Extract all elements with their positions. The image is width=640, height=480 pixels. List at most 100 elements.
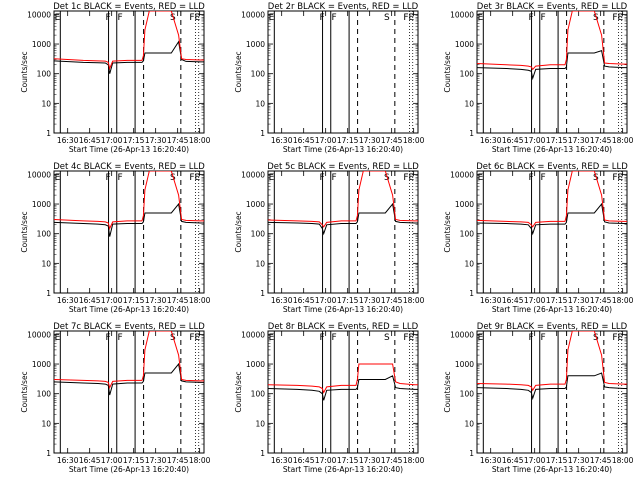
x-tick-label: 17:45 bbox=[167, 296, 189, 305]
x-tick-label: 17:30 bbox=[145, 456, 167, 465]
chart-title: Det 4c BLACK = Events, RED = LLD bbox=[53, 162, 205, 172]
x-tick-label: 18:00 bbox=[403, 456, 425, 465]
x-axis-label: Start Time (26-Apr-13 16:20:40) bbox=[69, 465, 189, 474]
y-tick-label: 1 bbox=[46, 129, 51, 138]
event-label: F bbox=[106, 13, 111, 23]
chart-panel-3: Det 3r BLACK = Events, RED = LLD 1 10 100 10… bbox=[443, 2, 634, 154]
event-label: F bbox=[529, 13, 534, 23]
plot-frame bbox=[267, 170, 419, 294]
event-label: FE bbox=[612, 333, 623, 343]
event-label: E bbox=[55, 333, 61, 343]
x-tick-label: 16:30 bbox=[271, 136, 293, 145]
y-axis-label: Counts/sec bbox=[234, 211, 243, 252]
event-label: F bbox=[529, 333, 534, 343]
chart-panel-2: Det 2r BLACK = Events, RED = LLD 1 10 100 10… bbox=[234, 2, 425, 154]
event-label: F bbox=[118, 173, 123, 183]
y-tick-label: 1000 bbox=[246, 200, 265, 209]
event-label: F bbox=[320, 333, 325, 343]
plot-frame bbox=[476, 170, 628, 294]
y-tick-label: 100 bbox=[37, 70, 52, 79]
x-tick-label: 17:15 bbox=[546, 296, 568, 305]
x-tick-label: 16:30 bbox=[480, 296, 502, 305]
x-tick-label: 16:45 bbox=[79, 296, 101, 305]
event-label: F bbox=[529, 173, 534, 183]
x-tick-label: 17:45 bbox=[590, 296, 612, 305]
series-line-events bbox=[477, 49, 627, 81]
x-tick-label: 17:30 bbox=[568, 136, 590, 145]
y-tick-label: 1 bbox=[469, 289, 474, 298]
x-tick-label: 17:00 bbox=[315, 136, 337, 145]
x-tick-label: 17:45 bbox=[381, 456, 403, 465]
x-tick-label: 17:00 bbox=[101, 296, 123, 305]
x-tick-label: 18:00 bbox=[403, 296, 425, 305]
event-label: FE bbox=[403, 333, 414, 343]
plot-frame bbox=[267, 330, 419, 454]
y-axis-label: Counts/sec bbox=[443, 51, 452, 92]
x-tick-label: 18:00 bbox=[612, 456, 634, 465]
event-label: F bbox=[320, 173, 325, 183]
x-tick-label: 17:15 bbox=[337, 136, 359, 145]
x-tick-label: 18:00 bbox=[612, 296, 634, 305]
x-tick-label: 16:30 bbox=[57, 296, 79, 305]
series-line-events bbox=[54, 362, 204, 396]
series-line-lld bbox=[477, 171, 627, 228]
x-tick-label: 17:00 bbox=[315, 456, 337, 465]
event-label: E bbox=[478, 333, 484, 343]
x-tick-label: 16:45 bbox=[502, 456, 524, 465]
event-label: S bbox=[384, 333, 390, 343]
chart-title: Det 7c BLACK = Events, RED = LLD bbox=[53, 322, 205, 332]
chart-title: Det 5c BLACK = Events, RED = LLD bbox=[267, 162, 419, 172]
chart-title: Det 8r BLACK = Events, RED = LLD bbox=[268, 322, 419, 332]
y-tick-label: 10 bbox=[41, 99, 51, 108]
x-tick-label: 17:30 bbox=[359, 136, 381, 145]
y-tick-label: 1 bbox=[260, 129, 265, 138]
x-tick-label: 17:30 bbox=[359, 456, 381, 465]
x-tick-label: 17:00 bbox=[524, 456, 546, 465]
x-tick-label: 16:30 bbox=[57, 456, 79, 465]
x-tick-label: 18:00 bbox=[189, 296, 211, 305]
event-label: E bbox=[55, 173, 61, 183]
x-tick-label: 17:00 bbox=[524, 136, 546, 145]
event-label: FE bbox=[612, 13, 623, 23]
x-tick-label: 17:15 bbox=[546, 456, 568, 465]
x-tick-label: 17:15 bbox=[123, 456, 145, 465]
event-label: FE bbox=[403, 13, 414, 23]
event-label: E bbox=[269, 333, 275, 343]
x-tick-label: 17:45 bbox=[167, 456, 189, 465]
x-tick-label: 16:45 bbox=[79, 136, 101, 145]
event-label: F bbox=[332, 173, 337, 183]
event-label: F bbox=[118, 333, 123, 343]
y-axis-label: Counts/sec bbox=[20, 211, 29, 252]
y-axis-label: Counts/sec bbox=[443, 211, 452, 252]
y-tick-label: 100 bbox=[460, 390, 475, 399]
plot-frame bbox=[476, 330, 628, 454]
y-tick-label: 10000 bbox=[27, 330, 51, 339]
event-label: F bbox=[541, 173, 546, 183]
event-label: FE bbox=[189, 13, 200, 23]
series-line-events bbox=[477, 202, 627, 236]
chart-panel-7: Det 7c BLACK = Events, RED = LLD 1 10 100 10… bbox=[20, 322, 211, 474]
series-line-lld bbox=[54, 171, 204, 231]
plot-frame bbox=[53, 330, 205, 454]
chart-title: Det 2r BLACK = Events, RED = LLD bbox=[268, 2, 419, 12]
x-tick-label: 16:45 bbox=[293, 456, 315, 465]
y-tick-label: 10000 bbox=[241, 10, 265, 19]
y-tick-label: 1 bbox=[46, 449, 51, 458]
x-tick-label: 18:00 bbox=[189, 456, 211, 465]
y-tick-label: 10 bbox=[464, 419, 474, 428]
y-tick-label: 100 bbox=[37, 390, 52, 399]
series-line-events bbox=[477, 372, 627, 401]
event-label: FE bbox=[403, 173, 414, 183]
y-tick-label: 10 bbox=[41, 419, 51, 428]
x-tick-label: 17:15 bbox=[337, 456, 359, 465]
y-tick-label: 10 bbox=[255, 259, 265, 268]
event-label: F bbox=[332, 333, 337, 343]
x-tick-label: 17:30 bbox=[359, 296, 381, 305]
y-tick-label: 1000 bbox=[246, 40, 265, 49]
y-axis-label: Counts/sec bbox=[234, 371, 243, 412]
y-tick-label: 10000 bbox=[450, 10, 474, 19]
x-tick-label: 16:30 bbox=[271, 296, 293, 305]
x-tick-label: 17:45 bbox=[590, 136, 612, 145]
chart-panel-5: Det 5c BLACK = Events, RED = LLD 1 10 100 10… bbox=[234, 162, 425, 314]
y-tick-label: 10000 bbox=[450, 330, 474, 339]
